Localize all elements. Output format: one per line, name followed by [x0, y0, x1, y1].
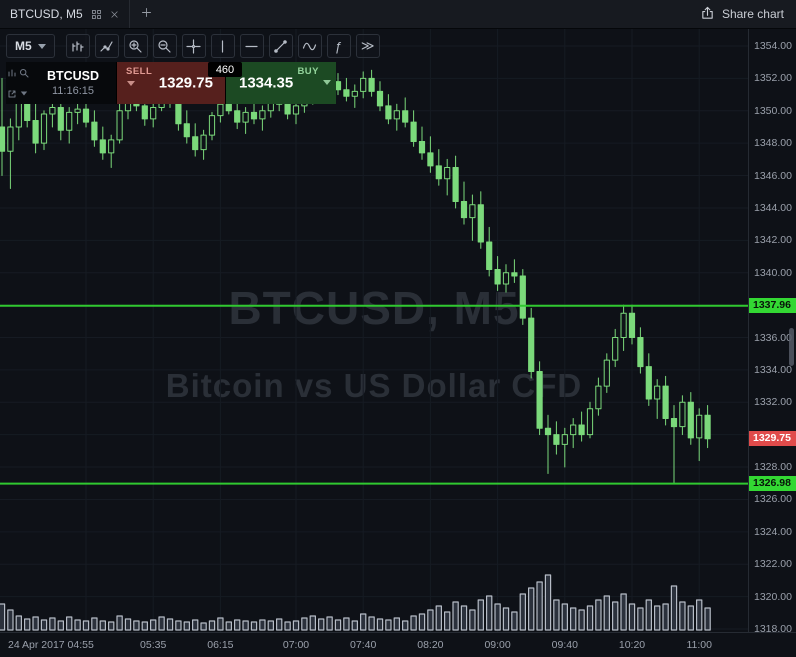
- zoom-in-icon: [129, 39, 142, 53]
- time-axis[interactable]: 24 Apr 2017 04:55 05:35 06:15 07:00 07:40 08:…: [0, 632, 796, 657]
- timeframe-dropdown[interactable]: M5: [6, 34, 55, 58]
- topbar: BTCUSD, M5 Share chart: [0, 0, 796, 29]
- scrollbar-thumb[interactable]: [789, 328, 794, 366]
- price-axis-label: 1348.00: [754, 137, 792, 150]
- candlestick-chart[interactable]: [0, 28, 748, 632]
- price-axis-label: 1332.00: [754, 396, 792, 409]
- price-axis-label: 1318.00: [754, 623, 792, 632]
- buy-chevron-icon[interactable]: [323, 80, 331, 85]
- sell-price: 1329.75: [158, 74, 213, 92]
- price-axis-label: 1328.00: [754, 461, 792, 474]
- function-button[interactable]: ƒ: [326, 34, 351, 58]
- crosshair-icon: [186, 38, 201, 54]
- instrument-panel-icons: [6, 62, 30, 104]
- price-axis-label: 1340.00: [754, 266, 792, 279]
- time-axis-label: 07:00: [282, 639, 310, 651]
- plus-icon: [141, 5, 152, 23]
- line-style-icon: [100, 40, 113, 52]
- horizontal-line-tool-button[interactable]: [239, 34, 264, 58]
- price-axis-label: 1352.00: [754, 72, 792, 85]
- price-axis-label: 1350.00: [754, 104, 792, 117]
- price-axis-label: 1334.00: [754, 363, 792, 376]
- share-chart-button[interactable]: Share chart: [700, 6, 796, 23]
- chevron-down-icon: [37, 43, 46, 49]
- time-axis-label: 09:40: [551, 639, 578, 651]
- price-axis-label: 1326.00: [754, 493, 792, 506]
- indicators-button[interactable]: [297, 34, 322, 58]
- sell-button[interactable]: SELL 1329.75: [116, 62, 225, 104]
- zoom-out-icon: [158, 39, 171, 53]
- grid-icon[interactable]: [91, 9, 102, 20]
- share-icon: [700, 6, 715, 23]
- instrument-time: 11:16:15: [51, 85, 94, 97]
- chart-tab[interactable]: BTCUSD, M5: [0, 0, 130, 28]
- sell-label: SELL: [126, 66, 153, 77]
- trend-line-icon: [274, 39, 287, 53]
- vertical-line-icon: [222, 39, 224, 53]
- chart-style-line-button[interactable]: [94, 34, 119, 58]
- sell-chevron-icon[interactable]: [127, 81, 135, 86]
- timeframe-label: M5: [15, 39, 32, 53]
- chart-style-bars-button[interactable]: [65, 34, 90, 58]
- close-icon[interactable]: [110, 10, 119, 19]
- chart-area[interactable]: BTCUSD, M5 Bitcoin vs US Dollar CFD: [0, 28, 748, 632]
- spread-badge: 460: [208, 62, 242, 77]
- zoom-in-button[interactable]: [123, 34, 148, 58]
- current-price-label: 1329.75: [749, 431, 796, 447]
- mini-chart-icon[interactable]: [6, 62, 18, 83]
- price-axis-label: 1354.00: [754, 40, 792, 52]
- price-axis-label: 1342.00: [754, 234, 792, 247]
- time-axis-label: 10:20: [618, 639, 646, 651]
- price-axis-label: 1344.00: [754, 201, 792, 214]
- wave-icon: [303, 42, 317, 50]
- buy-price: 1334.35: [239, 74, 294, 92]
- time-axis-label: 06:15: [207, 639, 234, 651]
- trend-line-tool-button[interactable]: [268, 34, 293, 58]
- collapse-chevron-icon[interactable]: [18, 83, 30, 104]
- buy-label: BUY: [297, 66, 319, 77]
- price-axis-label: 1320.00: [754, 590, 792, 603]
- instrument-info: BTCUSD 11:16:15: [30, 62, 116, 104]
- time-axis-label: 24 Apr 2017 04:55: [8, 639, 94, 651]
- vertical-line-tool-button[interactable]: [210, 34, 235, 58]
- level-price-label: 1326.98: [749, 476, 796, 492]
- more-tools-button[interactable]: ≫: [355, 34, 380, 58]
- chart-tab-title: BTCUSD, M5: [10, 7, 83, 21]
- chart-toolbar: M5 ƒ ≫: [6, 34, 380, 58]
- time-axis-label: 07:40: [350, 639, 377, 651]
- zoom-out-button[interactable]: [152, 34, 177, 58]
- price-axis-label: 1324.00: [754, 525, 792, 538]
- time-axis-label: 11:00: [686, 639, 712, 651]
- double-chevron-icon: ≫: [360, 38, 375, 53]
- time-axis-label: 09:00: [484, 639, 511, 651]
- bars-style-icon: [72, 40, 84, 52]
- instrument-panel: BTCUSD 11:16:15 SELL 1329.75 1334.35 BUY…: [6, 62, 336, 104]
- search-icon[interactable]: [18, 62, 30, 83]
- time-axis-label: 05:35: [140, 639, 167, 651]
- level-price-label: 1337.96: [749, 298, 796, 314]
- popout-icon[interactable]: [6, 83, 18, 104]
- function-icon: ƒ: [335, 38, 343, 54]
- share-chart-label: Share chart: [721, 7, 784, 21]
- add-tab-button[interactable]: [130, 0, 164, 28]
- time-axis-label: 08:20: [417, 639, 444, 651]
- horizontal-line-icon: [245, 45, 258, 47]
- price-axis[interactable]: 1354.00 1352.00 1350.00 1348.00 1346.00 1344.…: [748, 28, 796, 632]
- price-axis-label: 1346.00: [754, 169, 792, 182]
- buy-button[interactable]: 1334.35 BUY: [225, 62, 336, 104]
- crosshair-button[interactable]: [181, 34, 206, 58]
- price-axis-label: 1336.00: [754, 331, 792, 344]
- instrument-symbol: BTCUSD: [46, 69, 100, 83]
- price-axis-label: 1322.00: [754, 558, 792, 571]
